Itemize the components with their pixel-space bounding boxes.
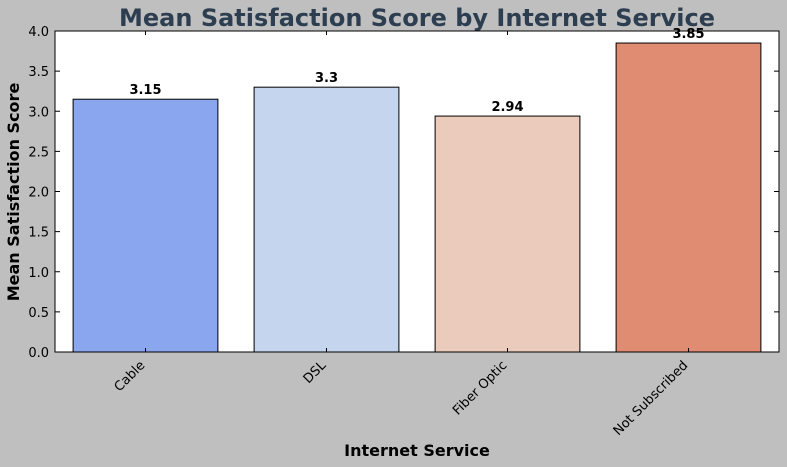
plot-frame [54,30,780,353]
bar-not-subscribed [615,42,762,353]
chart-title: Mean Satisfaction Score by Internet Serv… [119,4,715,32]
y-tick-label: 4.0 [28,25,49,40]
bar-cable [72,98,219,353]
y-tick-label: 2.0 [28,186,49,201]
bars-group [72,42,762,353]
bar-dsl [253,86,400,353]
y-axis-label: Mean Satisfaction Score [4,83,23,302]
data-label: 3.15 [129,83,161,98]
y-axis-ticks: 0.0 0.5 1.0 1.5 2.0 2.5 3.0 3.5 4.0 [28,25,779,361]
y-tick-label: 0.0 [28,346,49,361]
data-label: 2.94 [491,100,523,115]
x-axis-label: Internet Service [344,441,490,460]
x-tick-label: Fiber Optic [450,358,510,418]
y-tick-label: 3.5 [28,65,49,80]
y-tick-label: 3.0 [28,105,49,120]
x-tick-label: Cable [112,358,149,395]
x-tick-label: DSL [301,358,330,387]
y-tick-label: 1.5 [28,226,49,241]
y-tick-label: 0.5 [28,306,49,321]
x-tick-label: Not Subscribed [611,358,692,439]
y-tick-label: 2.5 [28,145,49,160]
data-label: 3.3 [315,71,338,86]
bar-fiber-optic [434,115,581,353]
y-tick-label: 1.0 [28,266,49,281]
